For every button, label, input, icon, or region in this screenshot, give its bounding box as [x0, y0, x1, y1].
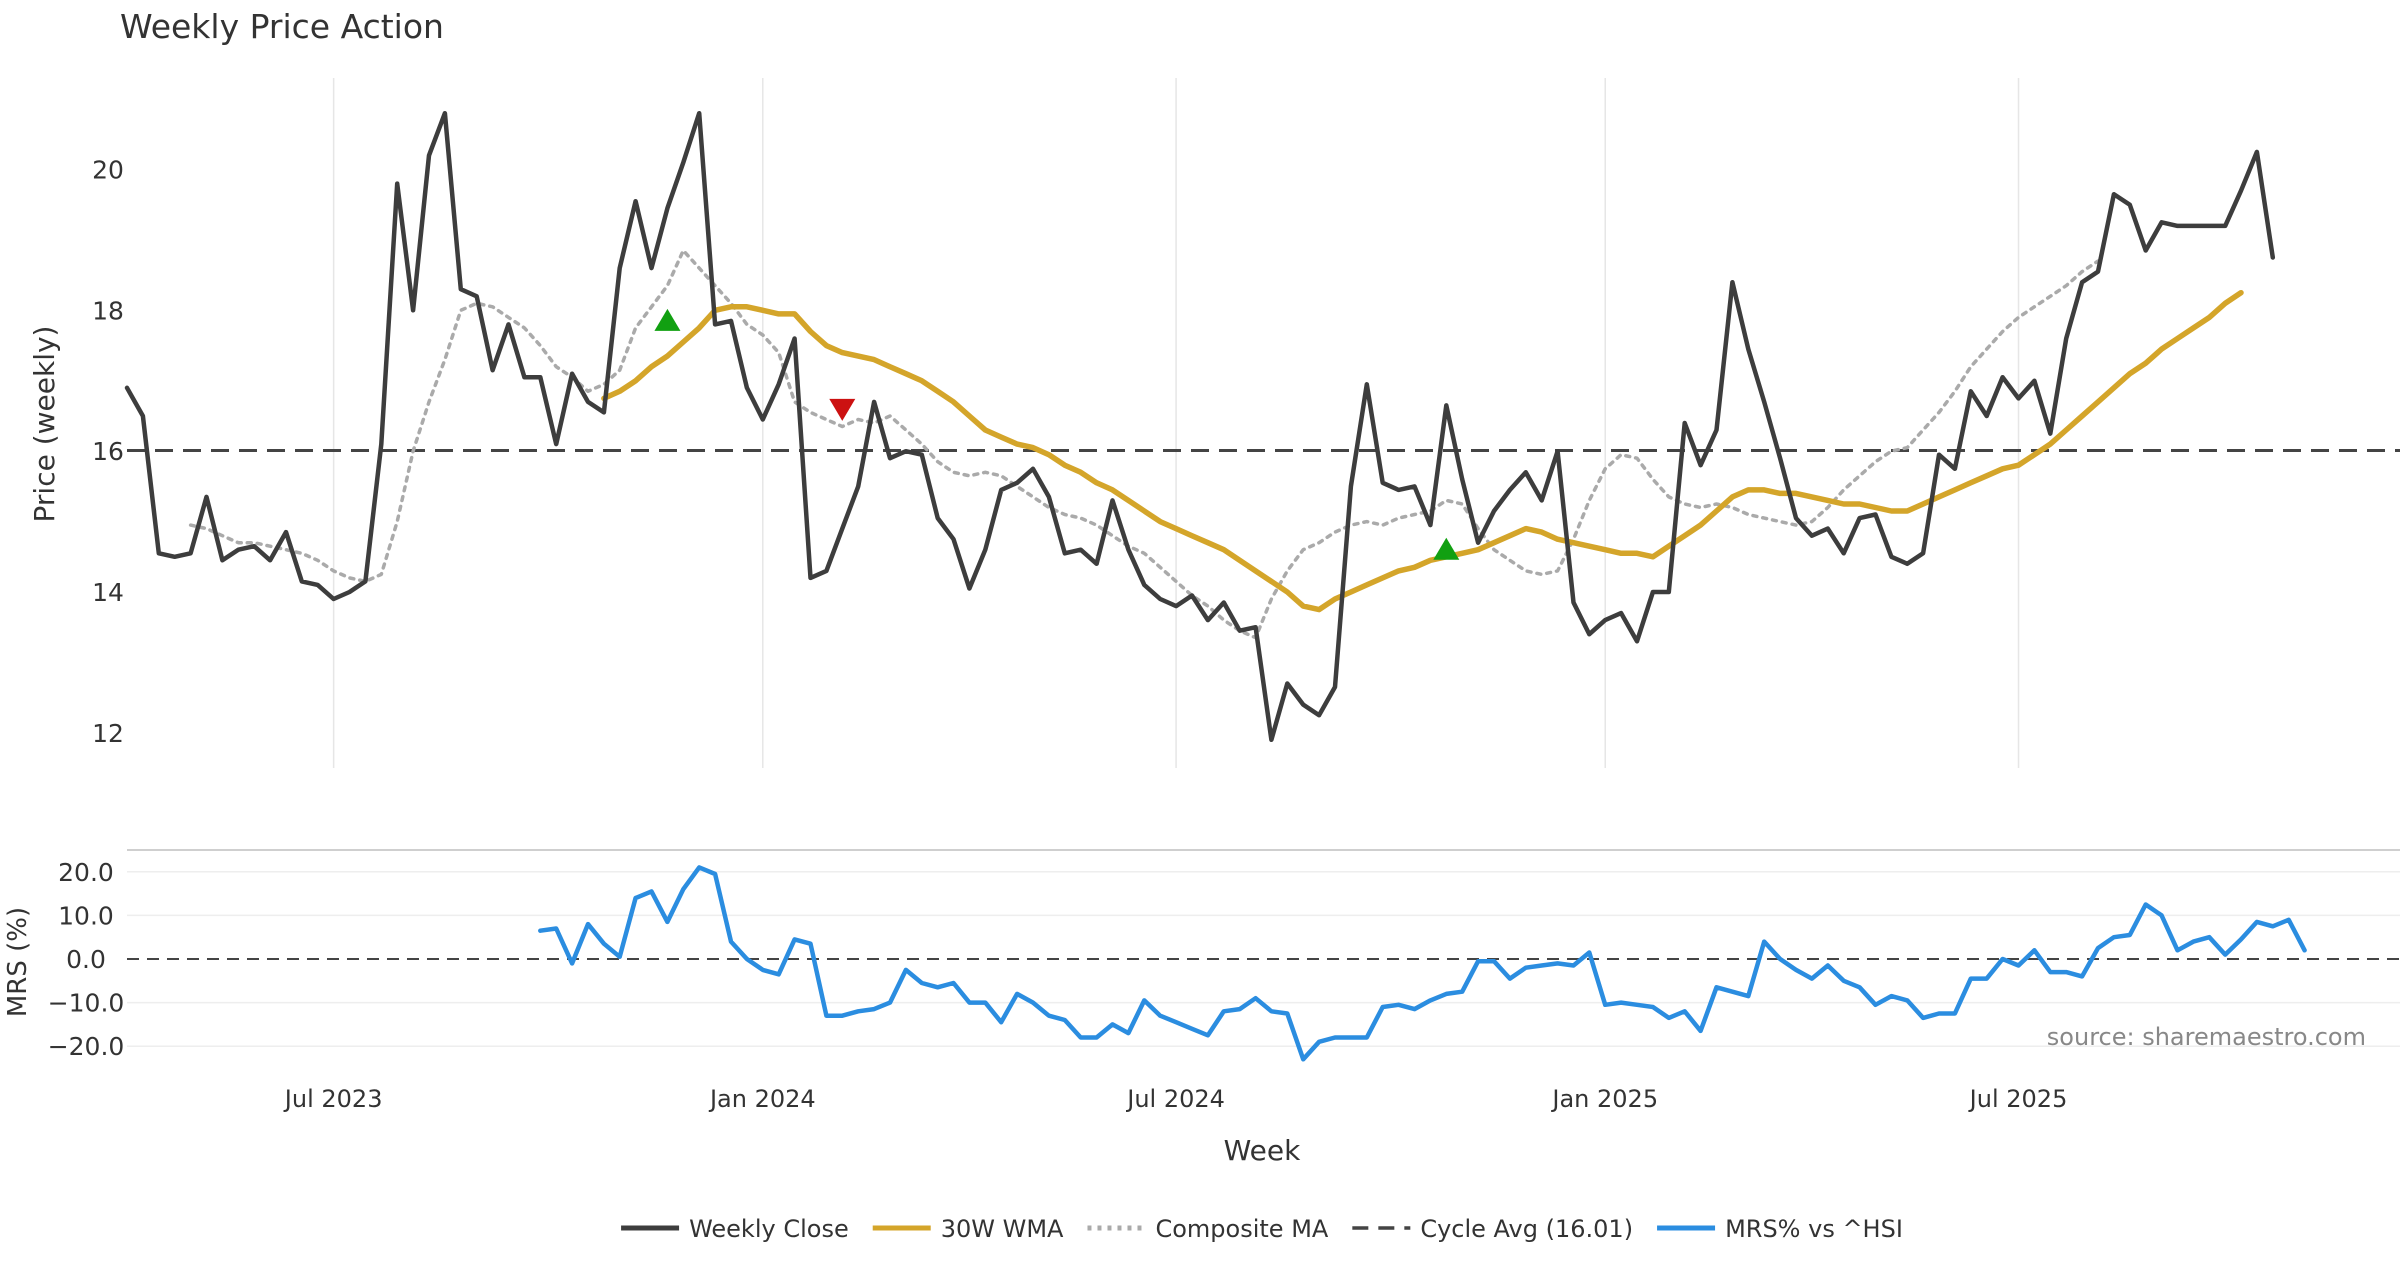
x-axis-label: Week: [1224, 1134, 1301, 1167]
price-panel-y-axis: 12 14 16 18 20: [92, 156, 124, 748]
mrs-y-tick-label: −10.0: [48, 989, 125, 1018]
source-note: source: sharemaestro.com: [2047, 1023, 2366, 1051]
legend-label: Weekly Close: [689, 1215, 849, 1243]
mrs-panel-y-axis: 20.0 10.0 0.0 −10.0 −20.0: [48, 858, 125, 1061]
legend-label: 30W WMA: [941, 1215, 1064, 1243]
mrs-y-axis-label: MRS (%): [3, 907, 33, 1017]
legend-label: Cycle Avg (16.01): [1420, 1215, 1633, 1243]
x-axis: Jul 2023 Jan 2024 Jul 2024 Jan 2025 Jul 2025: [283, 1085, 2068, 1113]
legend: Weekly Close 30W WMA Composite MA Cycle Avg…: [621, 1215, 1903, 1243]
x-tick-label: Jan 2024: [708, 1085, 816, 1113]
price-panel-series: [124, 110, 2400, 743]
x-tick-label: Jul 2024: [1125, 1085, 1225, 1113]
mrs-panel-series: [127, 865, 2400, 1062]
buy-signal-marker: [654, 308, 681, 331]
sell-signal-marker: [829, 398, 856, 421]
mrs-y-tick-label: 10.0: [58, 901, 114, 930]
x-tick-label: Jan 2025: [1550, 1085, 1658, 1113]
mrs-y-tick-label: 20.0: [58, 858, 114, 887]
price-y-tick-label: 18: [92, 296, 124, 325]
weekly-close-line: [124, 110, 2276, 743]
legend-label: MRS% vs ^HSI: [1725, 1215, 1903, 1243]
price-y-tick-label: 16: [92, 437, 124, 466]
price-y-axis-label: Price (weekly): [28, 326, 61, 523]
price-panel-gridlines: [332, 78, 2020, 768]
wma30-line: [601, 289, 2244, 613]
x-tick-label: Jul 2023: [283, 1085, 383, 1113]
chart-title: Weekly Price Action: [120, 7, 444, 46]
x-tick-label: Jul 2025: [1968, 1085, 2068, 1113]
legend-label: Composite MA: [1155, 1215, 1328, 1243]
buy-signal-marker: [1433, 537, 1460, 560]
mrs-y-tick-label: −20.0: [48, 1032, 125, 1061]
price-y-tick-label: 14: [92, 578, 124, 607]
mrs-panel-gridlines: [127, 849, 2400, 1047]
price-y-tick-label: 12: [92, 719, 124, 748]
mrs-line: [538, 865, 2307, 1062]
composite-ma-line: [188, 248, 2100, 640]
mrs-y-tick-label: 0.0: [66, 945, 106, 974]
price-y-tick-label: 20: [92, 156, 124, 185]
